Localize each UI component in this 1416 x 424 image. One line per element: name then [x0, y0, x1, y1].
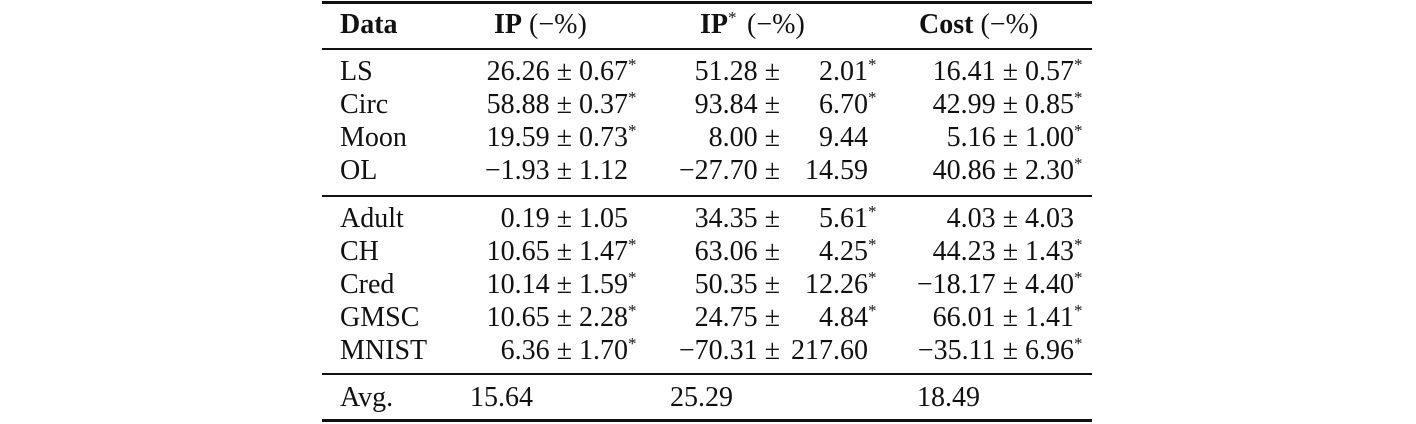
ipstar-std: 6.70*: [819, 87, 877, 120]
bottom-rule: [322, 419, 1092, 422]
ipstar-std: 4.84*: [819, 300, 877, 333]
ipstar-mean: 50.35 ±: [694, 269, 780, 300]
avg-cost: 18.49: [917, 382, 980, 413]
table-row: Cred 10.14 ± 1.59* 50.35 ± 12.26* −18.17 ± 4…: [322, 268, 1092, 301]
table-row: Circ 58.88 ± 0.37* 93.84 ± 6.70* 42.99 ± 0.8…: [322, 88, 1092, 121]
ip-value: −1.93 ± 1.12: [484, 155, 628, 186]
ipstar-mean: 8.00 ±: [708, 122, 780, 153]
ip-value: 19.59 ± 0.73*: [486, 120, 637, 153]
ipstar-mean: 93.84 ±: [694, 89, 780, 120]
dataset-name: GMSC: [340, 302, 420, 333]
cost-value: 16.41 ± 0.57*: [932, 54, 1083, 87]
avg-rule: [322, 373, 1092, 375]
table-row: OL −1.93 ± 1.12 −27.70 ± 14.59 40.86 ± 2.30*: [322, 154, 1092, 187]
ipstar-mean: −70.31 ±: [678, 335, 780, 366]
top-rule: [322, 1, 1092, 4]
ipstar-std: 12.26*: [805, 267, 877, 300]
dataset-name: LS: [340, 56, 373, 87]
avg-row: Avg. 15.64 25.29 18.49: [322, 381, 1092, 414]
header-data: Data: [340, 9, 398, 40]
avg-label: Avg.: [340, 382, 394, 413]
ipstar-mean: 24.75 ±: [694, 302, 780, 333]
ipstar-std: 4.25*: [819, 234, 877, 267]
cost-value: 42.99 ± 0.85*: [932, 87, 1083, 120]
table-row: CH 10.65 ± 1.47* 63.06 ± 4.25* 44.23 ± 1.43*: [322, 235, 1092, 268]
header-row: Data IP (−%) IP* (−%) Cost (−%): [322, 8, 1092, 41]
cost-value: −18.17 ± 4.40*: [916, 267, 1083, 300]
ip-value: 58.88 ± 0.37*: [486, 87, 637, 120]
table-row: MNIST 6.36 ± 1.70* −70.31 ± 217.60 −35.11 ± …: [322, 334, 1092, 367]
dataset-name: OL: [340, 155, 378, 186]
ip-value: 10.65 ± 1.47*: [486, 234, 637, 267]
header-rule: [322, 48, 1092, 50]
ipstar-mean: 34.35 ±: [694, 203, 780, 234]
table-row: GMSC 10.65 ± 2.28* 24.75 ± 4.84* 66.01 ± 1.4…: [322, 301, 1092, 334]
header-ipstar: IP* (−%): [700, 7, 805, 40]
ipstar-mean: −27.70 ±: [678, 155, 780, 186]
ip-value: 10.14 ± 1.59*: [486, 267, 637, 300]
ip-value: 26.26 ± 0.67*: [486, 54, 637, 87]
avg-ipstar: 25.29: [670, 382, 733, 413]
ipstar-std: 217.60: [791, 335, 868, 366]
ipstar-std: 14.59: [805, 155, 868, 186]
cost-value: 44.23 ± 1.43*: [932, 234, 1083, 267]
ip-value: 0.19 ± 1.05: [500, 203, 628, 234]
ipstar-mean: 51.28 ±: [694, 56, 780, 87]
dataset-name: Adult: [340, 203, 404, 234]
ipstar-mean: 63.06 ±: [694, 236, 780, 267]
table-row: LS 26.26 ± 0.67* 51.28 ± 2.01* 16.41 ± 0.57*: [322, 55, 1092, 88]
cost-value: 66.01 ± 1.41*: [932, 300, 1083, 333]
cost-value: 5.16 ± 1.00*: [946, 120, 1083, 153]
cost-value: 40.86 ± 2.30*: [932, 153, 1083, 186]
ip-value: 6.36 ± 1.70*: [500, 333, 637, 366]
dataset-name: Circ: [340, 89, 389, 120]
group-rule: [322, 195, 1092, 197]
ipstar-std: 2.01*: [819, 54, 877, 87]
table-row: Moon 19.59 ± 0.73* 8.00 ± 9.44 5.16 ± 1.00*: [322, 121, 1092, 154]
header-ip: IP (−%): [494, 9, 587, 40]
ipstar-std: 9.44: [819, 122, 868, 153]
dataset-name: MNIST: [340, 335, 428, 366]
ip-value: 10.65 ± 2.28*: [486, 300, 637, 333]
cost-value: 4.03 ± 4.03: [946, 203, 1074, 234]
dataset-name: CH: [340, 236, 379, 267]
dataset-name: Cred: [340, 269, 395, 300]
dataset-name: Moon: [340, 122, 407, 153]
cost-value: −35.11 ± 6.96*: [917, 333, 1083, 366]
avg-ip: 15.64: [470, 382, 533, 413]
ipstar-std: 5.61*: [819, 201, 877, 234]
header-cost: Cost (−%): [919, 9, 1039, 40]
table-row: Adult 0.19 ± 1.05 34.35 ± 5.61* 4.03 ± 4.03: [322, 202, 1092, 235]
